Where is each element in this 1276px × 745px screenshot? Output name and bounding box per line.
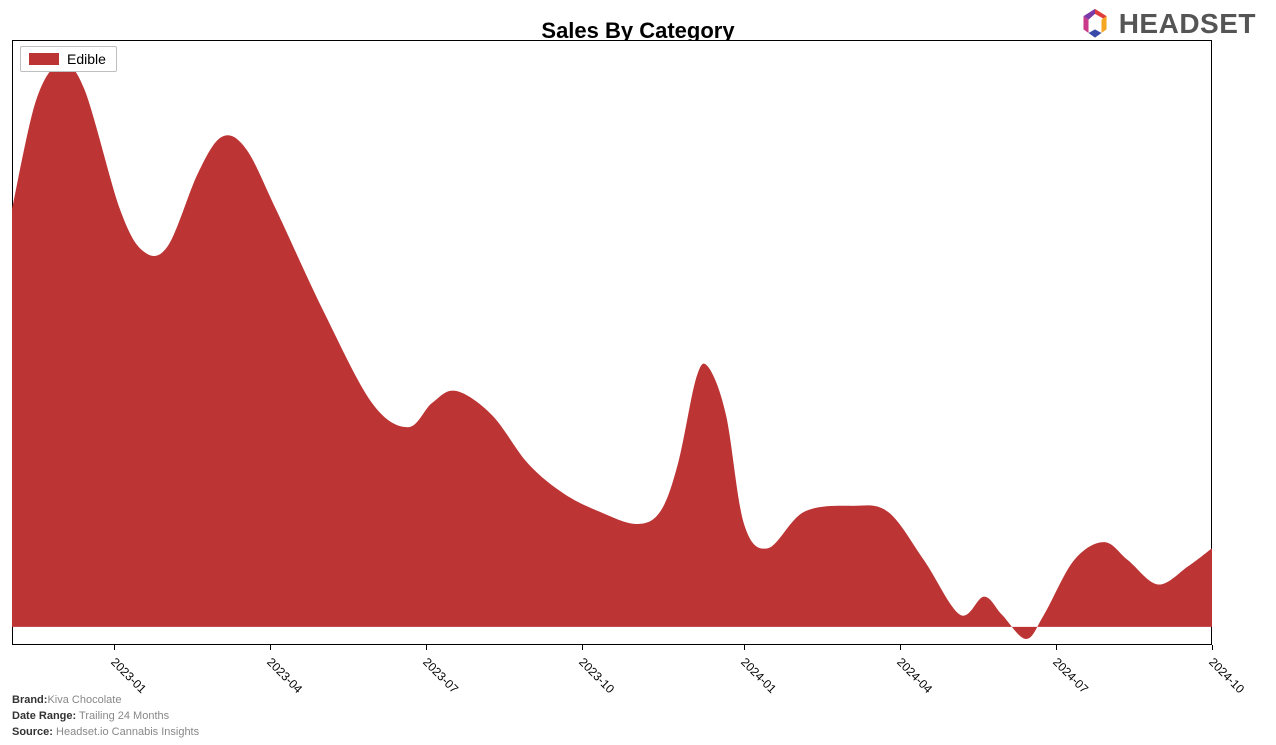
x-tick-mark bbox=[744, 645, 745, 650]
x-tick-mark bbox=[1056, 645, 1057, 650]
x-tick-mark bbox=[900, 645, 901, 650]
footer-brand: Brand:Kiva Chocolate bbox=[12, 693, 199, 709]
x-tick-label: 2024-04 bbox=[894, 655, 935, 696]
x-tick-label: 2024-10 bbox=[1206, 655, 1247, 696]
legend-swatch bbox=[29, 53, 59, 65]
footer-date-range: Date Range: Trailing 24 Months bbox=[12, 709, 199, 725]
x-tick-mark bbox=[270, 645, 271, 650]
x-tick-mark bbox=[1212, 645, 1213, 650]
legend-label: Edible bbox=[67, 51, 106, 67]
x-tick-mark bbox=[426, 645, 427, 650]
x-tick-mark bbox=[114, 645, 115, 650]
x-tick-label: 2023-04 bbox=[264, 655, 305, 696]
x-tick-label: 2024-01 bbox=[738, 655, 779, 696]
x-tick-mark bbox=[582, 645, 583, 650]
area-series bbox=[12, 40, 1212, 645]
area-path bbox=[12, 64, 1212, 639]
x-tick-label: 2024-07 bbox=[1050, 655, 1091, 696]
chart-footer: Brand:Kiva Chocolate Date Range: Trailin… bbox=[12, 693, 199, 741]
x-tick-label: 2023-07 bbox=[420, 655, 461, 696]
x-tick-label: 2023-10 bbox=[576, 655, 617, 696]
x-tick-label: 2023-01 bbox=[108, 655, 149, 696]
footer-source: Source: Headset.io Cannabis Insights bbox=[12, 725, 199, 741]
legend: Edible bbox=[20, 46, 117, 72]
